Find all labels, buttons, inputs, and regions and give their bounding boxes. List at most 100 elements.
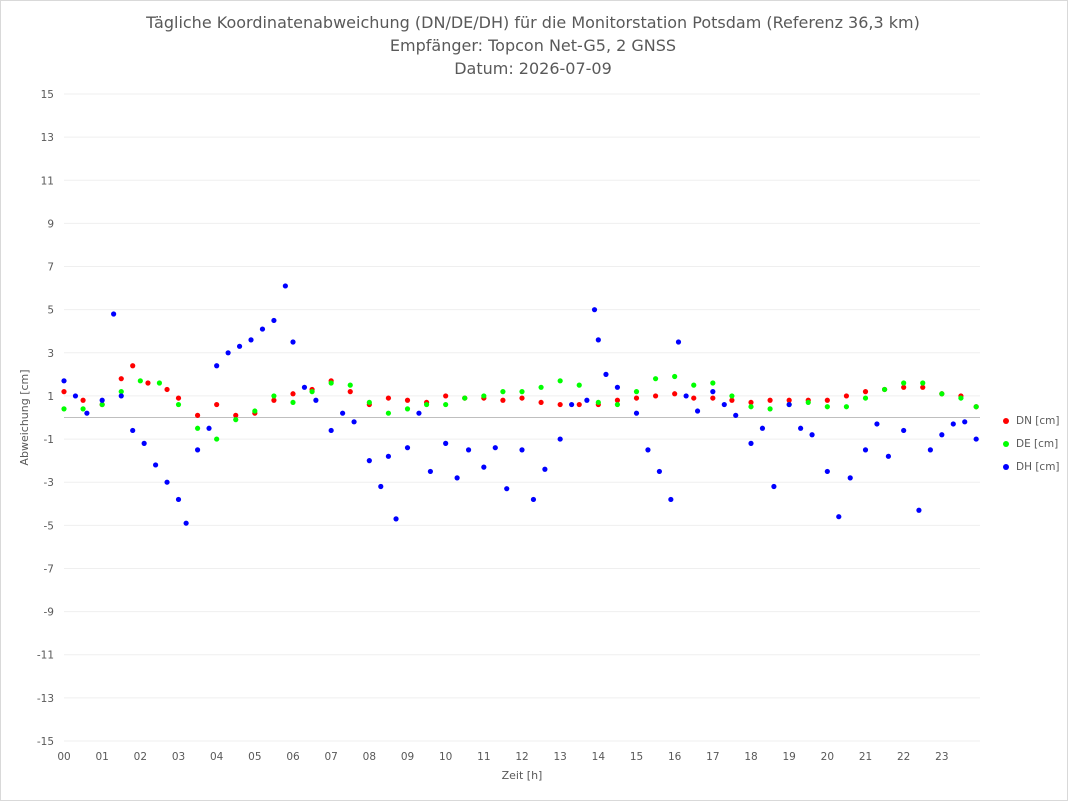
data-point	[748, 399, 754, 406]
data-point	[118, 389, 124, 395]
data-point	[847, 475, 853, 481]
data-point	[504, 486, 510, 492]
data-points	[61, 283, 979, 526]
legend-label: DH [cm]	[1016, 460, 1060, 473]
y-tick-label: 5	[47, 305, 54, 317]
data-point	[683, 393, 689, 399]
data-point	[798, 425, 804, 431]
x-tick-label: 14	[592, 751, 606, 763]
data-point	[443, 393, 449, 399]
data-point	[175, 401, 182, 408]
data-point	[633, 395, 640, 401]
data-point	[175, 496, 182, 503]
data-point	[576, 382, 582, 388]
x-tick-label: 16	[668, 751, 682, 763]
data-point	[874, 421, 880, 427]
data-point	[824, 397, 830, 403]
x-tick-label: 11	[477, 751, 490, 763]
y-tick-label: 11	[41, 175, 54, 187]
data-point	[901, 384, 907, 390]
data-point	[591, 307, 598, 313]
y-tick-label: -11	[37, 650, 54, 662]
data-point	[862, 447, 869, 453]
data-point	[183, 520, 189, 526]
data-point	[950, 421, 956, 427]
data-point	[194, 447, 201, 453]
y-tick-label: -15	[37, 736, 54, 748]
data-point	[366, 399, 372, 406]
data-point	[939, 391, 945, 397]
data-point	[694, 408, 701, 414]
data-point	[542, 466, 548, 472]
data-point	[885, 453, 892, 459]
legend-item: DE [cm]	[1003, 432, 1060, 455]
data-point	[233, 412, 239, 418]
x-tick-label: 18	[744, 751, 757, 763]
data-point	[973, 404, 979, 410]
data-point	[729, 393, 735, 399]
data-point	[958, 395, 964, 401]
data-point	[443, 440, 449, 446]
data-point	[130, 363, 136, 369]
data-point	[652, 393, 659, 399]
data-point	[633, 410, 640, 416]
data-point	[225, 350, 231, 356]
series-dn	[61, 363, 979, 418]
data-point	[271, 397, 277, 403]
x-tick-label: 06	[286, 751, 300, 763]
legend-label: DN [cm]	[1016, 414, 1060, 427]
data-point	[721, 401, 727, 408]
y-tick-label: 7	[47, 262, 54, 274]
x-tick-label: 21	[859, 751, 872, 763]
data-point	[843, 404, 850, 410]
data-point	[962, 419, 968, 425]
data-point	[492, 445, 498, 451]
data-point	[786, 397, 792, 403]
data-point	[519, 447, 525, 453]
data-point	[416, 410, 422, 416]
x-tick-label: 03	[172, 751, 185, 763]
data-point	[920, 380, 926, 386]
y-tick-label: -3	[44, 477, 54, 489]
legend-label: DE [cm]	[1016, 437, 1059, 450]
data-point	[351, 419, 357, 425]
data-point	[633, 389, 640, 395]
data-point	[927, 447, 933, 453]
x-tick-label: 04	[210, 751, 224, 763]
data-point	[733, 412, 739, 418]
chart-subtitle: Empfänger: Topcon Net-G5, 2 GNSS	[389, 36, 677, 55]
data-point	[824, 468, 830, 475]
data-point	[500, 389, 506, 395]
legend: DN [cm] DE [cm] DH [cm]	[1003, 409, 1060, 478]
data-point	[557, 436, 563, 442]
data-point	[259, 326, 266, 332]
x-tick-label: 10	[439, 751, 452, 763]
data-point	[248, 337, 254, 343]
data-point	[99, 401, 105, 408]
data-point	[80, 406, 86, 412]
data-point	[164, 479, 170, 485]
y-tick-label: -13	[37, 693, 54, 705]
data-point	[118, 393, 124, 399]
data-point	[214, 436, 220, 442]
x-tick-label: 02	[134, 751, 147, 763]
x-axis-label: Zeit [h]	[502, 769, 543, 782]
data-point	[271, 317, 277, 324]
series-de	[61, 373, 979, 442]
data-point	[881, 386, 888, 393]
data-point	[443, 401, 449, 408]
data-point	[290, 339, 296, 345]
data-point	[164, 386, 170, 393]
data-point	[939, 432, 945, 438]
data-point	[557, 378, 563, 384]
y-tick-labels: 15 13 11 9 7 5 3 1 -1 -3 -5 -7 -9 -11 -13 -15	[37, 89, 54, 748]
data-point	[282, 283, 288, 289]
data-point	[759, 425, 766, 431]
data-point	[672, 373, 678, 380]
data-point	[786, 401, 792, 408]
data-point	[710, 380, 716, 386]
data-point	[347, 389, 353, 395]
data-point	[748, 440, 754, 446]
data-point	[500, 397, 506, 403]
data-point	[584, 397, 590, 403]
